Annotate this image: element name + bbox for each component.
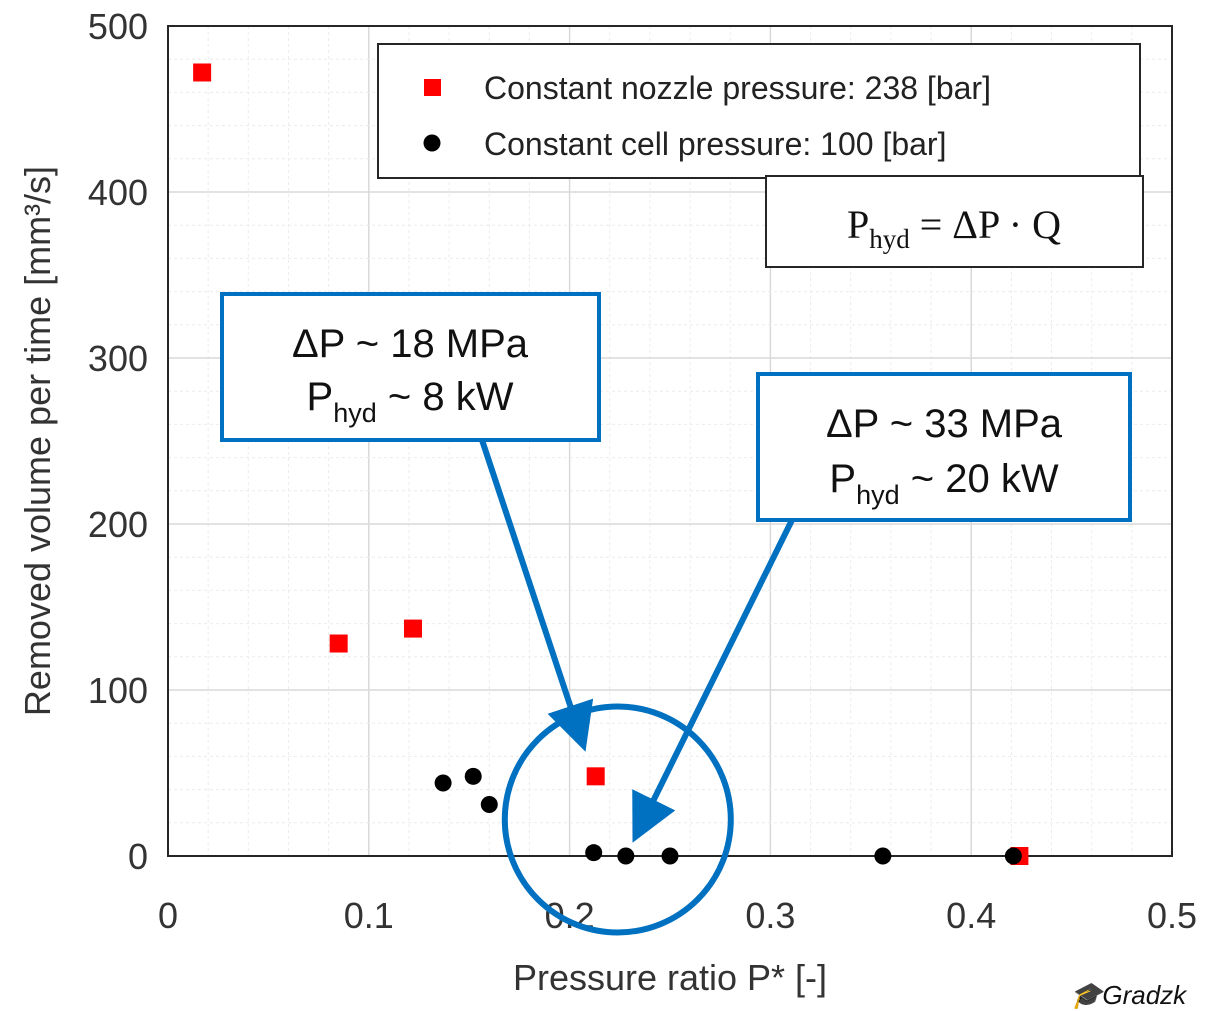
formula-box: Phyd = ΔP · Q	[765, 175, 1144, 268]
callout-33mpa-line2: Phyd ~ 20 kW	[829, 457, 1058, 510]
y-tick-label: 500	[88, 6, 148, 47]
y-tick-label: 200	[88, 504, 148, 545]
nozzle-pressure-point	[329, 634, 348, 653]
watermark-text: Gradzk	[1102, 980, 1187, 1010]
data-points	[193, 63, 1029, 865]
cell-pressure-point	[585, 844, 603, 862]
x-tick-label: 0.1	[344, 895, 394, 936]
x-tick-label: 0	[158, 895, 178, 936]
y-tick-label: 0	[128, 836, 148, 877]
y-tick-label: 100	[88, 670, 148, 711]
callout-33mpa-line1: ΔP ~ 33 MPa	[826, 402, 1063, 446]
nozzle-pressure-point	[193, 63, 212, 82]
nozzle-pressure-point	[586, 767, 605, 786]
legend-marker-cell	[423, 134, 441, 152]
callout-33mpa: ΔP ~ 33 MPa Phyd ~ 20 kW	[756, 372, 1132, 522]
x-tick-label: 0.4	[946, 895, 996, 936]
nozzle-pressure-point	[403, 619, 422, 638]
highlight-circle	[501, 703, 734, 936]
legend-entry-cell: Constant cell pressure: 100 [bar]	[484, 126, 946, 162]
cell-pressure-point	[480, 796, 498, 814]
callout-18mpa-line2: Phyd ~ 8 kW	[307, 375, 514, 428]
callout-arrow-33mpa	[632, 518, 795, 843]
x-axis-label: Pressure ratio P* [-]	[513, 957, 827, 998]
callout-arrow-18mpa	[479, 439, 594, 752]
legend-marker-nozzle	[424, 79, 441, 96]
formula-frame	[765, 175, 1144, 268]
cell-pressure-point	[1004, 847, 1022, 865]
formula-text: Phyd = ΔP · Q	[847, 202, 1061, 254]
x-tick-label: 0.5	[1147, 895, 1197, 936]
watermark: 🎓Gradzk	[1070, 980, 1186, 1011]
cell-pressure-point	[661, 847, 679, 865]
legend-box	[377, 43, 1141, 179]
callout-18mpa-line1: ΔP ~ 18 MPa	[292, 322, 529, 366]
cell-pressure-point	[464, 767, 482, 785]
x-tick-label: 0.3	[745, 895, 795, 936]
legend: Constant nozzle pressure: 238 [bar] Cons…	[377, 43, 1141, 179]
y-tick-label: 400	[88, 172, 148, 213]
cell-pressure-point	[874, 847, 892, 865]
cell-pressure-point	[434, 774, 452, 792]
y-tick-label: 300	[88, 338, 148, 379]
callout-33mpa-box	[756, 372, 1132, 522]
graduation-cap-icon: 🎓	[1070, 980, 1103, 1010]
y-axis-label: Removed volume per time [mm³/s]	[17, 166, 58, 716]
callout-18mpa-box	[220, 292, 601, 442]
callout-18mpa: ΔP ~ 18 MPa Phyd ~ 8 kW	[220, 292, 601, 442]
cell-pressure-point	[617, 847, 635, 865]
legend-entry-nozzle: Constant nozzle pressure: 238 [bar]	[484, 70, 991, 106]
